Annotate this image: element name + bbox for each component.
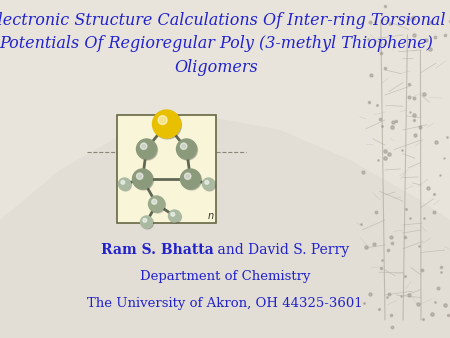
Circle shape [176,139,197,159]
Circle shape [132,169,153,189]
Circle shape [184,173,191,179]
Circle shape [203,179,216,191]
Circle shape [171,212,175,216]
Circle shape [177,140,198,160]
Text: Ram S. Bhatta: Ram S. Bhatta [100,243,213,257]
Text: Electronic Structure Calculations Of Inter-ring Torsional
Potentials Of Regioreg: Electronic Structure Calculations Of Int… [0,12,446,76]
Bar [117,115,216,223]
Circle shape [121,180,125,184]
Text: n: n [208,211,214,221]
Circle shape [181,170,202,190]
Text: and David S. Perry: and David S. Perry [213,243,350,257]
Circle shape [205,180,209,184]
Circle shape [202,178,215,190]
Text: The University of Akron, OH 44325-3601: The University of Akron, OH 44325-3601 [87,297,363,310]
Circle shape [153,111,181,139]
Circle shape [170,211,181,223]
Circle shape [148,196,165,212]
Circle shape [136,173,143,179]
Circle shape [153,110,180,138]
Circle shape [138,140,157,160]
Text: Department of Chemistry: Department of Chemistry [140,270,310,283]
Circle shape [141,217,153,229]
Circle shape [158,116,167,125]
Circle shape [140,216,153,228]
Polygon shape [0,115,450,338]
Circle shape [152,199,157,204]
Circle shape [149,197,166,213]
Circle shape [143,218,147,222]
Circle shape [180,169,201,189]
Circle shape [140,143,147,149]
Circle shape [134,170,153,190]
Circle shape [180,143,187,149]
Circle shape [118,178,130,190]
Circle shape [120,179,131,191]
Circle shape [168,210,180,222]
Circle shape [136,139,157,159]
